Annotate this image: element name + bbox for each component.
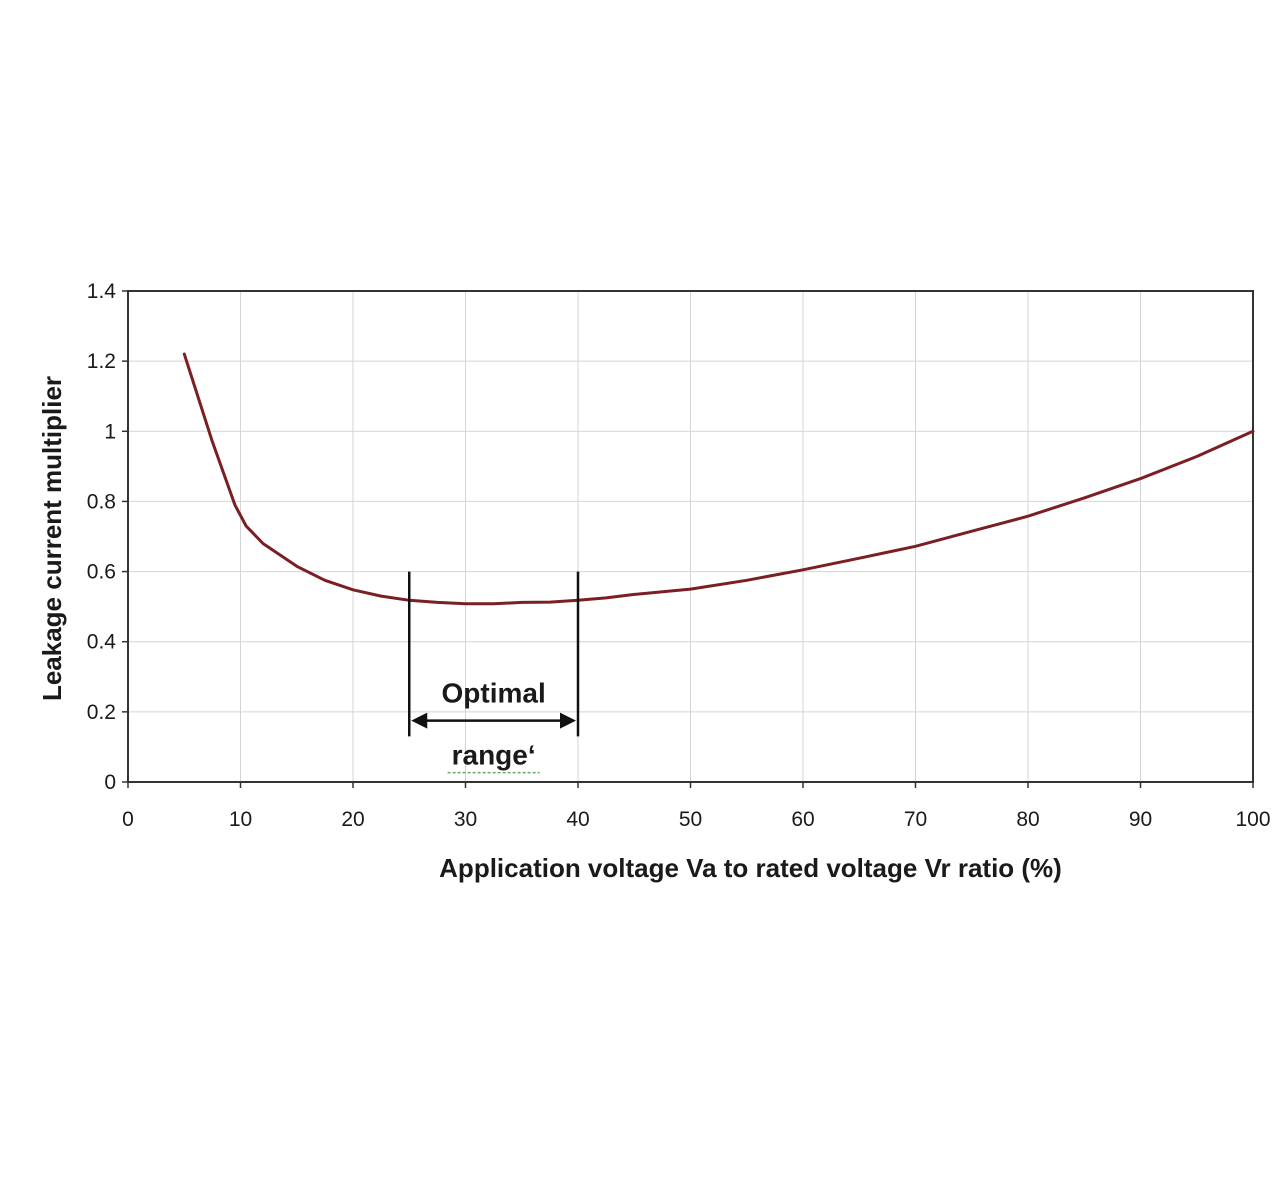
y-tick-label: 0.8 bbox=[87, 490, 116, 513]
ticks: 0 10 20 30 40 50 60 70 80 90 100 0 0.2 0.4 0.6 0.8 1 1.2 1… bbox=[87, 280, 1271, 831]
x-tick-label: 80 bbox=[1016, 808, 1039, 831]
y-tick-label: 0.4 bbox=[87, 631, 117, 654]
annotations: Optimal range‘ bbox=[408, 571, 580, 774]
x-tick-label: 0 bbox=[122, 808, 134, 831]
x-tick-label: 20 bbox=[341, 808, 364, 831]
x-tick-label: 70 bbox=[904, 808, 927, 831]
x-tick-label: 50 bbox=[679, 808, 702, 831]
x-axis-title: Application voltage Va to rated voltage … bbox=[439, 853, 1062, 883]
range-arrow-head-left bbox=[411, 712, 428, 729]
x-tick-label: 10 bbox=[229, 808, 252, 831]
y-tick-label: 1.4 bbox=[87, 280, 117, 303]
x-tick-label: 30 bbox=[454, 808, 477, 831]
y-tick-label: 0.6 bbox=[87, 561, 116, 584]
x-tick-label: 60 bbox=[791, 808, 814, 831]
x-tick-label: 90 bbox=[1129, 808, 1152, 831]
series-line-0 bbox=[182, 352, 1255, 606]
y-tick-label: 1 bbox=[104, 420, 116, 443]
x-tick-label: 40 bbox=[566, 808, 589, 831]
series bbox=[182, 352, 1255, 606]
y-axis-title: Leakage current multiplier bbox=[37, 376, 67, 701]
x-tick-label: 100 bbox=[1235, 808, 1270, 831]
y-tick-label: 0.2 bbox=[87, 701, 116, 724]
grid bbox=[127, 290, 1254, 783]
range-arrow-head-right bbox=[560, 712, 576, 729]
range-label-line1: Optimal bbox=[442, 678, 546, 709]
y-tick-label: 0 bbox=[104, 771, 116, 794]
range-label-line2: range‘ bbox=[452, 740, 536, 771]
y-tick-label: 1.2 bbox=[87, 350, 116, 373]
